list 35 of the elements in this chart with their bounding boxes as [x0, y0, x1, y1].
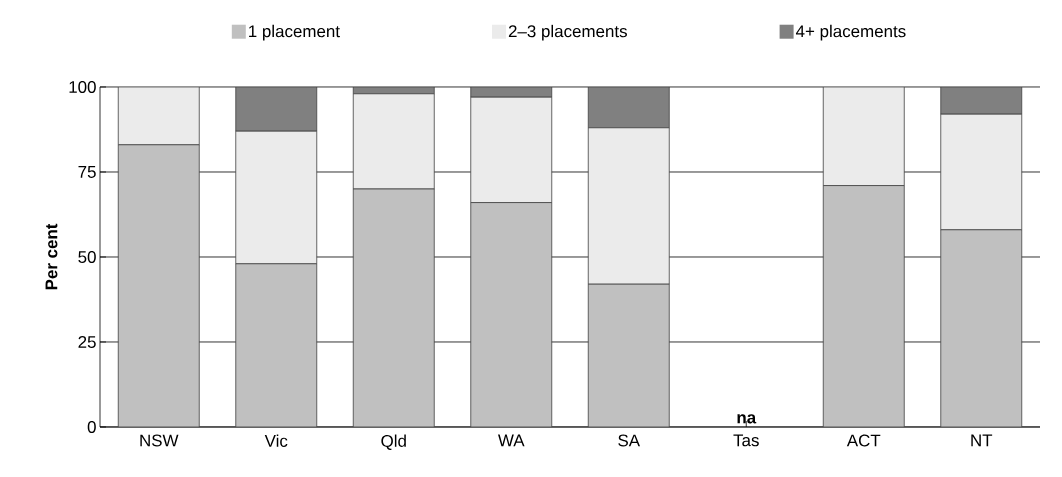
- x-tick-label: NT: [971, 434, 993, 447]
- bar: [588, 284, 670, 427]
- annotation: na: [737, 414, 757, 424]
- x-tick-label: Tas: [733, 434, 759, 447]
- x-tick-label: Qld: [381, 434, 406, 450]
- legend-label: 1 placement: [249, 24, 340, 41]
- legend-label: 2–3 placements: [508, 24, 627, 41]
- bar: [470, 202, 552, 427]
- y-tick-label: 25: [78, 335, 96, 348]
- bar: [352, 93, 435, 190]
- x-tick-label: WA: [498, 434, 525, 447]
- legend-label: 4+ placements: [795, 24, 906, 41]
- bar: [235, 130, 318, 265]
- bar: [587, 127, 670, 285]
- x-tick-label: ACT: [846, 434, 881, 447]
- y-tick-label: 100: [69, 80, 96, 93]
- bar: [235, 86, 318, 132]
- bar: [940, 86, 1023, 115]
- bar: [940, 229, 1023, 427]
- y-tick-label: 75: [78, 166, 96, 178]
- x-tick-label: SA: [618, 434, 641, 447]
- bar: [822, 86, 905, 186]
- bar: [235, 263, 317, 427]
- bar: [587, 86, 670, 129]
- bar: [353, 188, 435, 427]
- x-tick-label: Vic: [264, 434, 288, 447]
- bar: [117, 86, 200, 146]
- y-tick-label: 50: [78, 250, 96, 263]
- bar: [470, 96, 553, 203]
- y-axis-title: Per cent: [45, 223, 58, 290]
- bar: [118, 144, 200, 427]
- y-tick-label: 0: [87, 420, 96, 433]
- x-tick-label: NSW: [140, 434, 179, 447]
- bar: [822, 185, 905, 427]
- bar: [940, 113, 1023, 231]
